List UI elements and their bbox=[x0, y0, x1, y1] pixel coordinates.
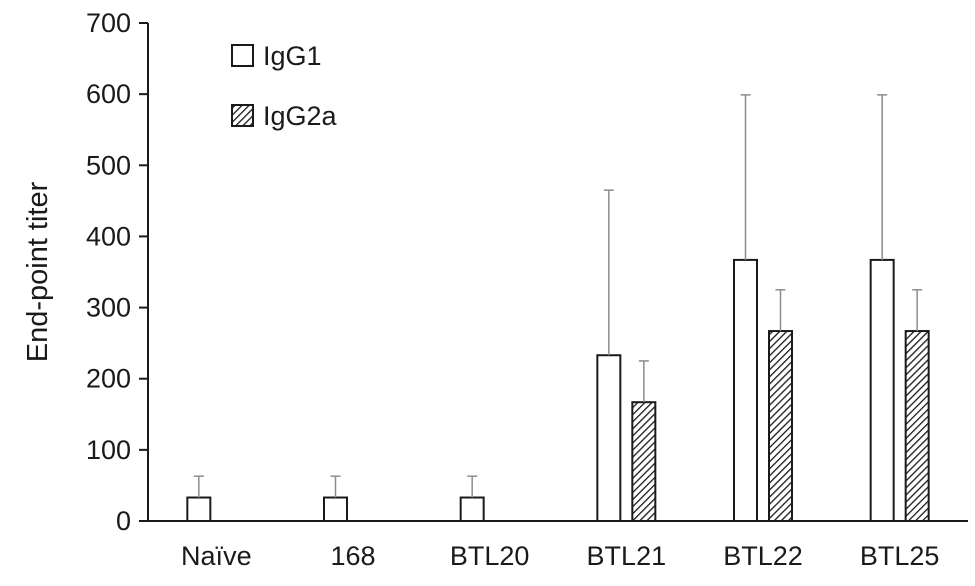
x-tick-label: 168 bbox=[330, 541, 375, 571]
x-tick-label: BTL21 bbox=[587, 541, 667, 571]
legend-swatch-igg2a bbox=[231, 104, 254, 127]
bar-igg1 bbox=[733, 258, 758, 522]
bar-igg1 bbox=[459, 496, 485, 522]
x-tick-label: BTL20 bbox=[450, 541, 530, 571]
y-tick-label: 600 bbox=[86, 79, 131, 109]
bar-igg2a bbox=[904, 330, 930, 523]
x-tick-label: BTL22 bbox=[723, 541, 803, 571]
plot-area: 0 100 200 300 400 500 600 700 Naïve 168 BTL20 BTL21… bbox=[86, 8, 968, 571]
legend-label-igg2a: IgG2a bbox=[263, 101, 338, 131]
y-tick-label: 500 bbox=[86, 150, 131, 180]
y-tick-label: 300 bbox=[86, 293, 131, 323]
legend: IgG1 IgG2a bbox=[231, 41, 338, 131]
bar-igg2a bbox=[768, 330, 793, 523]
x-tick-label: BTL25 bbox=[860, 541, 940, 571]
legend-swatch-igg1 bbox=[231, 44, 254, 67]
y-tick-label: 200 bbox=[86, 364, 131, 394]
x-tick-label: Naïve bbox=[181, 541, 252, 571]
y-axis-title: End-point titer bbox=[22, 181, 54, 362]
y-tick-label: 700 bbox=[86, 8, 131, 38]
y-tick-label: 100 bbox=[86, 435, 131, 465]
y-tick-label: 0 bbox=[116, 506, 131, 536]
bar-igg2a bbox=[631, 401, 657, 523]
bar-igg1 bbox=[869, 258, 895, 522]
legend-label-igg1: IgG1 bbox=[263, 41, 322, 71]
bar-igg1 bbox=[596, 354, 622, 523]
y-tick-label: 400 bbox=[86, 221, 131, 251]
bar-igg1 bbox=[323, 496, 348, 522]
bar-igg1 bbox=[186, 496, 212, 522]
